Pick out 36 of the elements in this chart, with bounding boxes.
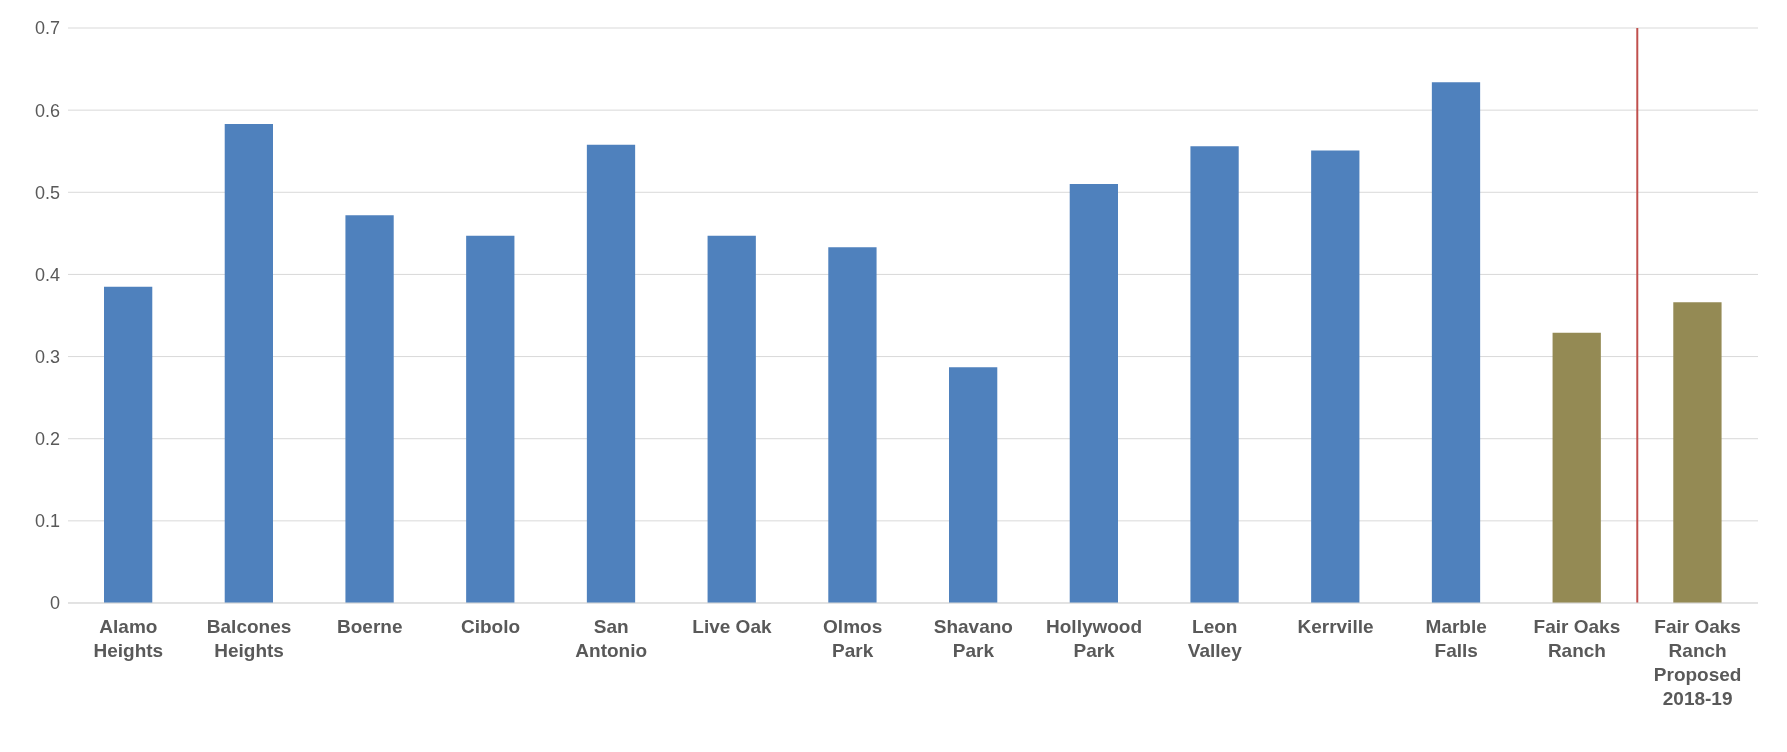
x-tick-label: Fair Oaks Ranch <box>1533 616 1621 661</box>
x-tick-label: Cibolo <box>460 616 521 637</box>
bar <box>1431 82 1481 603</box>
x-tick-label: Kerrville <box>1297 616 1374 637</box>
bar <box>1069 184 1118 603</box>
y-tick-label: 0.1 <box>34 511 60 532</box>
y-tick-label: 0 <box>49 593 60 614</box>
x-tick-label: Olmos Park <box>823 616 883 661</box>
bar <box>466 235 515 603</box>
y-tick-label: 0.3 <box>34 346 60 367</box>
x-tick-label: Fair Oaks Ranch Proposed 2018-19 <box>1653 616 1742 709</box>
x-tick-label: Shavano Park <box>933 616 1013 661</box>
x-tick-label: San Antonio <box>575 616 648 661</box>
bar <box>1190 146 1239 603</box>
x-tick-label: Balcones Heights <box>206 616 292 661</box>
bar <box>707 235 756 603</box>
y-tick-label: 0.7 <box>34 18 60 39</box>
bar <box>949 367 998 603</box>
x-tick-label: Boerne <box>337 616 403 637</box>
x-tick-label: Alamo Heights <box>93 616 164 661</box>
x-tick-label: Live Oak <box>692 616 772 637</box>
bar <box>104 286 153 603</box>
bar <box>1673 302 1722 603</box>
bar <box>1552 332 1601 603</box>
bar <box>345 215 394 603</box>
x-tick-label: Hollywood Park <box>1046 616 1143 661</box>
y-tick-label: 0.5 <box>34 182 60 203</box>
x-tick-label: Marble Falls <box>1425 616 1487 661</box>
bar <box>828 247 877 603</box>
y-tick-label: 0.2 <box>34 429 60 450</box>
bar <box>224 124 273 603</box>
y-tick-label: 0.6 <box>34 100 60 121</box>
bar <box>586 144 636 603</box>
x-tick-label: Leon Valley <box>1187 616 1243 661</box>
y-tick-label: 0.4 <box>34 264 60 285</box>
bar <box>1311 150 1360 603</box>
